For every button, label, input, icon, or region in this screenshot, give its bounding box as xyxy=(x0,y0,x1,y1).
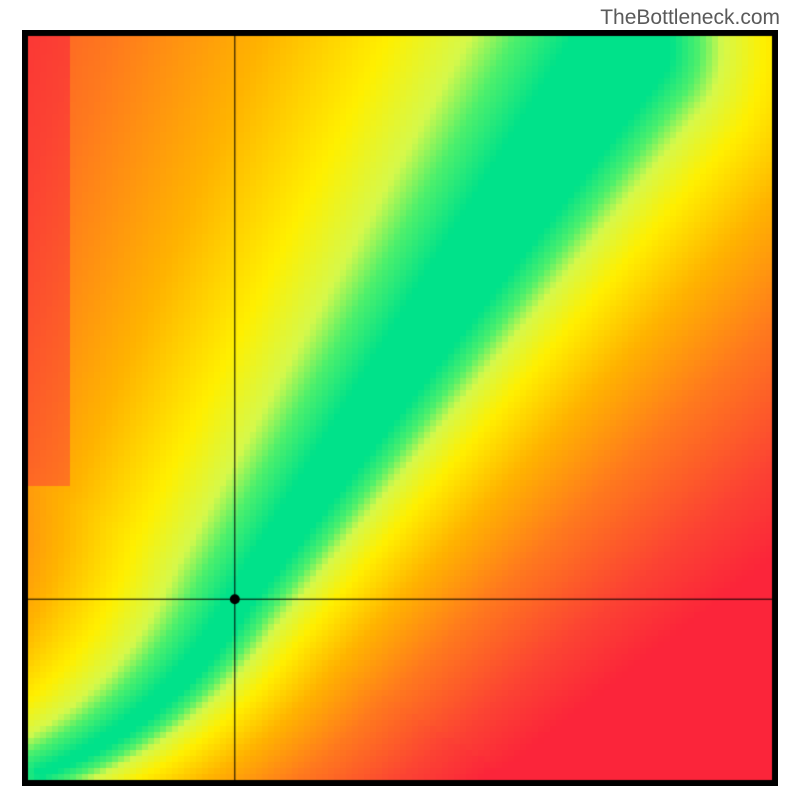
heatmap-canvas xyxy=(22,30,778,786)
watermark-label: TheBottleneck.com xyxy=(600,6,780,30)
chart-container: TheBottleneck.com xyxy=(0,0,800,800)
heatmap-plot xyxy=(22,30,778,786)
